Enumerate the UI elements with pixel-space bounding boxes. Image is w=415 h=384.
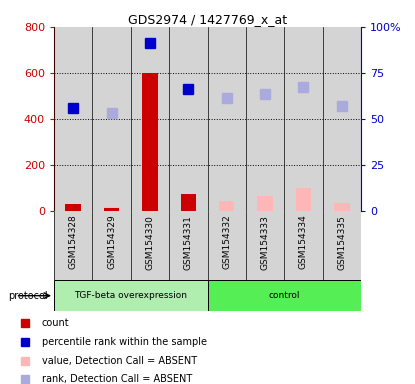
Text: GSM154330: GSM154330	[145, 215, 154, 270]
Text: percentile rank within the sample: percentile rank within the sample	[42, 337, 207, 347]
Bar	[257, 196, 273, 211]
Text: GSM154334: GSM154334	[299, 215, 308, 270]
Bar	[323, 211, 361, 280]
Text: count: count	[42, 318, 69, 328]
Text: GSM154329: GSM154329	[107, 215, 116, 270]
Bar	[131, 211, 169, 280]
Bar	[54, 280, 208, 311]
Bar	[208, 27, 246, 211]
Title: GDS2974 / 1427769_x_at: GDS2974 / 1427769_x_at	[128, 13, 287, 26]
Bar	[169, 211, 208, 280]
Text: value, Detection Call = ABSENT: value, Detection Call = ABSENT	[42, 356, 197, 366]
Bar	[66, 204, 81, 211]
Bar	[246, 211, 284, 280]
Text: GSM154331: GSM154331	[184, 215, 193, 270]
Bar	[334, 203, 349, 211]
Text: GSM154335: GSM154335	[337, 215, 347, 270]
Bar	[104, 208, 119, 211]
Bar	[104, 207, 119, 211]
Text: GSM154333: GSM154333	[261, 215, 270, 270]
Text: protocol: protocol	[8, 291, 48, 301]
Bar	[246, 27, 284, 211]
Bar	[181, 194, 196, 211]
Text: rank, Detection Call = ABSENT: rank, Detection Call = ABSENT	[42, 374, 192, 384]
Bar	[208, 211, 246, 280]
Bar	[284, 27, 323, 211]
Text: control: control	[269, 291, 300, 300]
Bar	[142, 73, 158, 211]
Text: TGF-beta overexpression: TGF-beta overexpression	[74, 291, 187, 300]
Bar	[169, 27, 208, 211]
Bar	[219, 201, 234, 211]
Bar	[323, 27, 361, 211]
Bar	[54, 27, 92, 211]
Bar	[93, 211, 131, 280]
Bar	[93, 27, 131, 211]
Bar	[296, 188, 311, 211]
Bar	[208, 280, 361, 311]
Bar	[54, 211, 92, 280]
Bar	[284, 211, 323, 280]
Text: GSM154332: GSM154332	[222, 215, 231, 270]
Text: GSM154328: GSM154328	[68, 215, 78, 270]
Bar	[181, 194, 196, 211]
Bar	[131, 27, 169, 211]
